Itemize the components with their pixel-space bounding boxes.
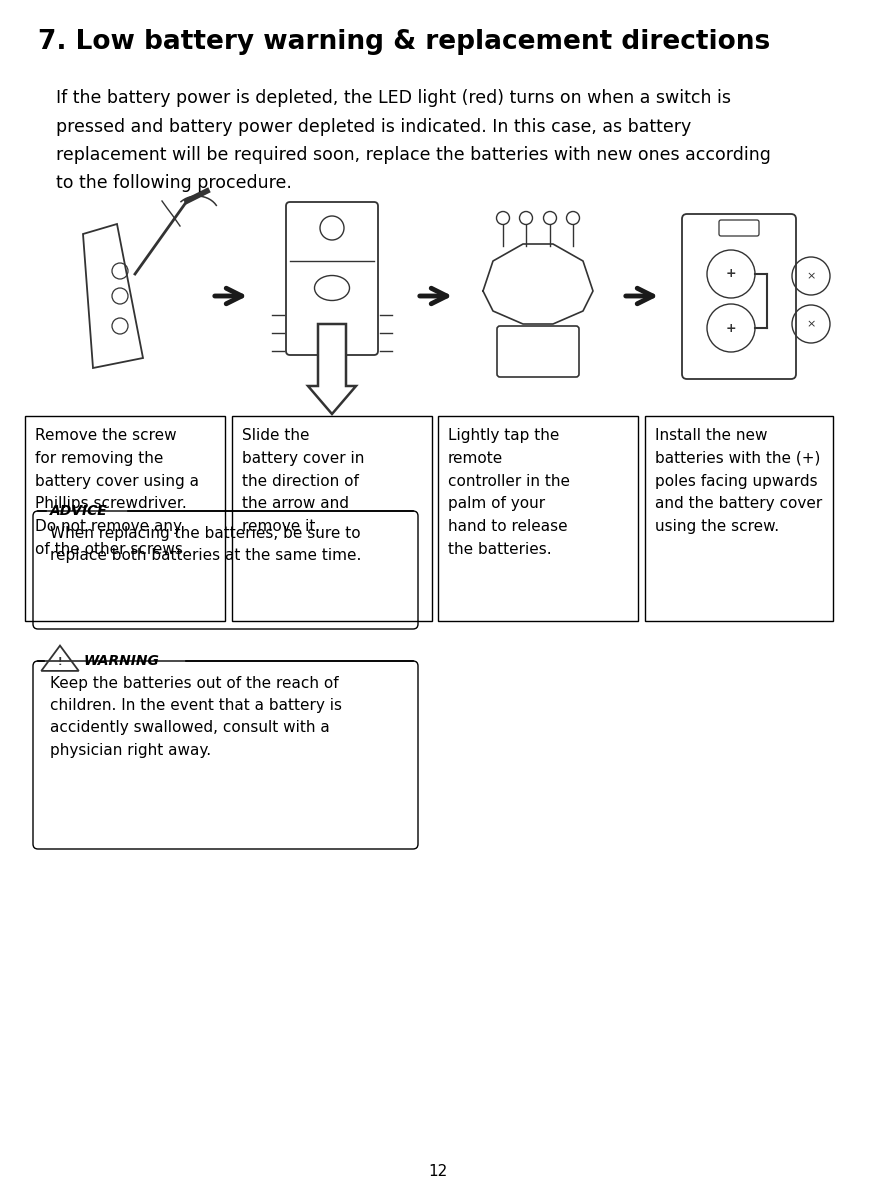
- Text: When replacing the batteries, be sure to
replace both batteries at the same time: When replacing the batteries, be sure to…: [50, 526, 361, 563]
- Circle shape: [520, 211, 533, 225]
- Text: Install the new
batteries with the (+)
poles facing upwards
and the battery cove: Install the new batteries with the (+) p…: [655, 428, 822, 534]
- Text: ×: ×: [807, 319, 816, 329]
- Text: !: !: [58, 657, 62, 667]
- Text: ADVICE: ADVICE: [50, 504, 108, 518]
- Text: 12: 12: [428, 1164, 447, 1179]
- Circle shape: [566, 211, 579, 225]
- Polygon shape: [483, 244, 593, 324]
- FancyArrow shape: [308, 324, 356, 414]
- Text: +: +: [725, 322, 737, 335]
- Text: Keep the batteries out of the reach of
children. In the event that a battery is
: Keep the batteries out of the reach of c…: [50, 676, 342, 758]
- Text: If the battery power is depleted, the LED light (red) turns on when a switch is
: If the battery power is depleted, the LE…: [56, 89, 771, 192]
- Text: ×: ×: [807, 271, 816, 281]
- Circle shape: [496, 211, 509, 225]
- Text: WARNING: WARNING: [84, 655, 160, 668]
- Text: +: +: [725, 268, 737, 281]
- Text: Slide the
battery cover in
the direction of
the arrow and
remove it.: Slide the battery cover in the direction…: [242, 428, 364, 534]
- Text: Remove the screw
for removing the
battery cover using a
Phillips screwdriver.
Do: Remove the screw for removing the batter…: [35, 428, 199, 557]
- Text: Lightly tap the
remote
controller in the
palm of your
hand to release
the batter: Lightly tap the remote controller in the…: [448, 428, 570, 557]
- Circle shape: [543, 211, 556, 225]
- Text: 7. Low battery warning & replacement directions: 7. Low battery warning & replacement dir…: [38, 29, 770, 55]
